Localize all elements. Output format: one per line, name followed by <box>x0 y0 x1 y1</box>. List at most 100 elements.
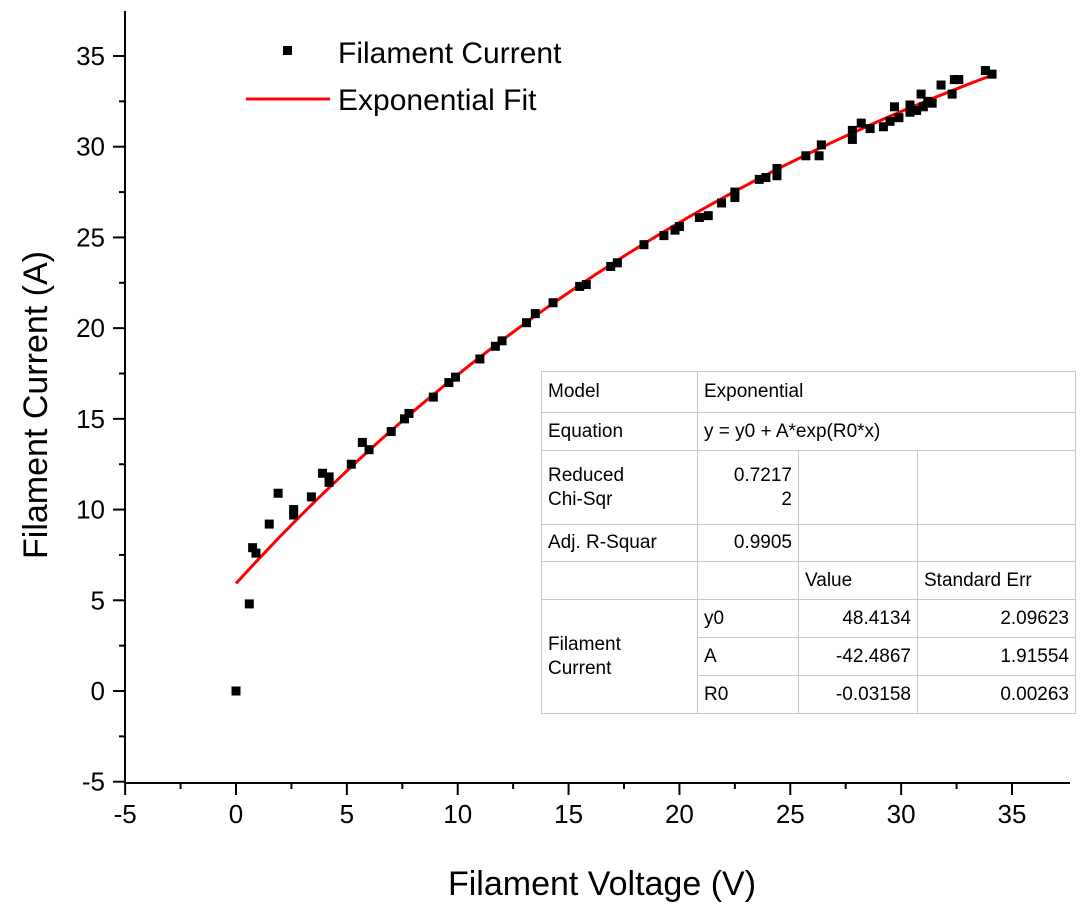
x-tick-label: 25 <box>776 799 805 829</box>
data-point <box>475 354 485 364</box>
fit-results-table: Model Exponential Equation y = y0 + A*ex… <box>541 371 1076 714</box>
data-point <box>936 80 946 90</box>
param-stderr: 2.09623 <box>917 599 1076 638</box>
reduced-chisq-value-line1: 0.7217 <box>733 464 792 486</box>
param-name: A <box>697 637 799 676</box>
data-point <box>987 69 997 79</box>
reduced-chisq-label-line2: Chi-Sqr <box>548 488 613 510</box>
y-tick-label: 25 <box>76 222 105 252</box>
data-point <box>530 309 540 319</box>
data-point <box>497 336 507 346</box>
data-point <box>905 107 915 117</box>
data-point <box>450 372 460 382</box>
data-point <box>754 174 764 184</box>
data-point <box>772 163 782 173</box>
y-tick-label: 35 <box>76 41 105 71</box>
data-point <box>730 193 740 203</box>
param-group-label-line2: Current <box>548 657 612 679</box>
data-point <box>521 318 531 328</box>
data-point <box>273 488 283 498</box>
data-point <box>490 341 500 351</box>
data-point <box>814 151 824 161</box>
data-point <box>324 477 334 487</box>
data-point <box>674 222 684 232</box>
data-point <box>954 75 964 85</box>
y-tick-label: -5 <box>82 767 105 797</box>
legend-label-exponential-fit: Exponential Fit <box>338 84 537 117</box>
reduced-chisq-label: Reduced Chi-Sqr <box>541 450 698 525</box>
data-point <box>772 171 782 181</box>
data-point <box>703 211 713 221</box>
stderr-header: Standard Err <box>917 561 1076 600</box>
data-point <box>639 240 649 250</box>
y-tick-label: 5 <box>91 585 105 615</box>
data-point <box>606 261 616 271</box>
data-point <box>346 459 356 469</box>
data-point <box>548 298 558 308</box>
x-tick-label: -5 <box>114 799 137 829</box>
x-tick-label: 10 <box>443 799 472 829</box>
param-value: -0.03158 <box>798 675 918 714</box>
adj-r-square-value: 0.9905 <box>697 524 799 562</box>
value-header: Value <box>798 561 918 600</box>
data-point <box>847 134 857 144</box>
y-tick-label: 30 <box>76 132 105 162</box>
param-stderr: 1.91554 <box>917 637 1076 676</box>
data-point <box>730 187 740 197</box>
data-point <box>264 519 274 529</box>
x-tick-label: 0 <box>229 799 243 829</box>
y-tick-label: 15 <box>76 404 105 434</box>
x-tick-label: 20 <box>665 799 694 829</box>
data-point <box>912 105 922 115</box>
y-tick-label: 10 <box>76 495 105 525</box>
data-point <box>865 124 875 134</box>
data-point <box>444 378 454 388</box>
data-point <box>581 280 591 290</box>
data-point <box>386 427 396 437</box>
param-group-label: Filament Current <box>541 599 698 714</box>
data-point <box>916 89 926 99</box>
data-point <box>357 437 367 447</box>
data-point <box>306 492 316 502</box>
y-tick-label: 0 <box>91 676 105 706</box>
reduced-chisq-label-line1: Reduced <box>548 464 625 486</box>
model-value: Exponential <box>697 371 1076 413</box>
param-stderr: 0.00263 <box>917 675 1076 714</box>
param-value: 48.4134 <box>798 599 918 638</box>
x-axis-title: Filament Voltage (V) <box>448 865 756 903</box>
data-point <box>801 151 811 161</box>
data-point <box>428 392 438 402</box>
equation-value: y = y0 + A*exp(R0*x) <box>697 412 1076 451</box>
param-value: -42.4867 <box>798 637 918 676</box>
x-tick-label: 30 <box>887 799 916 829</box>
data-point <box>894 113 904 123</box>
empty-cell <box>917 524 1076 562</box>
data-point <box>289 510 299 520</box>
data-point <box>659 231 669 241</box>
data-point <box>612 258 622 268</box>
y-axis-title: Filament Current (A) <box>17 251 55 559</box>
equation-label: Equation <box>541 412 698 451</box>
empty-cell <box>697 561 799 600</box>
data-point <box>856 118 866 128</box>
data-point <box>317 468 327 478</box>
adj-r-square-label: Adj. R-Squar <box>541 524 698 562</box>
model-label: Model <box>541 371 698 413</box>
data-point <box>905 100 915 110</box>
data-point <box>575 281 585 291</box>
data-point <box>878 122 888 132</box>
data-point <box>364 445 374 455</box>
x-tick-label: 35 <box>998 799 1027 829</box>
reduced-chisq-value: 0.7217 2 <box>697 450 799 525</box>
data-point <box>694 212 704 222</box>
empty-cell <box>541 561 698 600</box>
empty-cell <box>917 450 1076 525</box>
data-point <box>885 116 895 126</box>
data-point <box>717 198 727 208</box>
empty-cell <box>798 450 918 525</box>
legend-marker-filament-current <box>283 46 292 55</box>
data-point <box>816 140 826 150</box>
reduced-chisq-value-line2: 2 <box>781 488 792 510</box>
data-point <box>231 686 241 696</box>
